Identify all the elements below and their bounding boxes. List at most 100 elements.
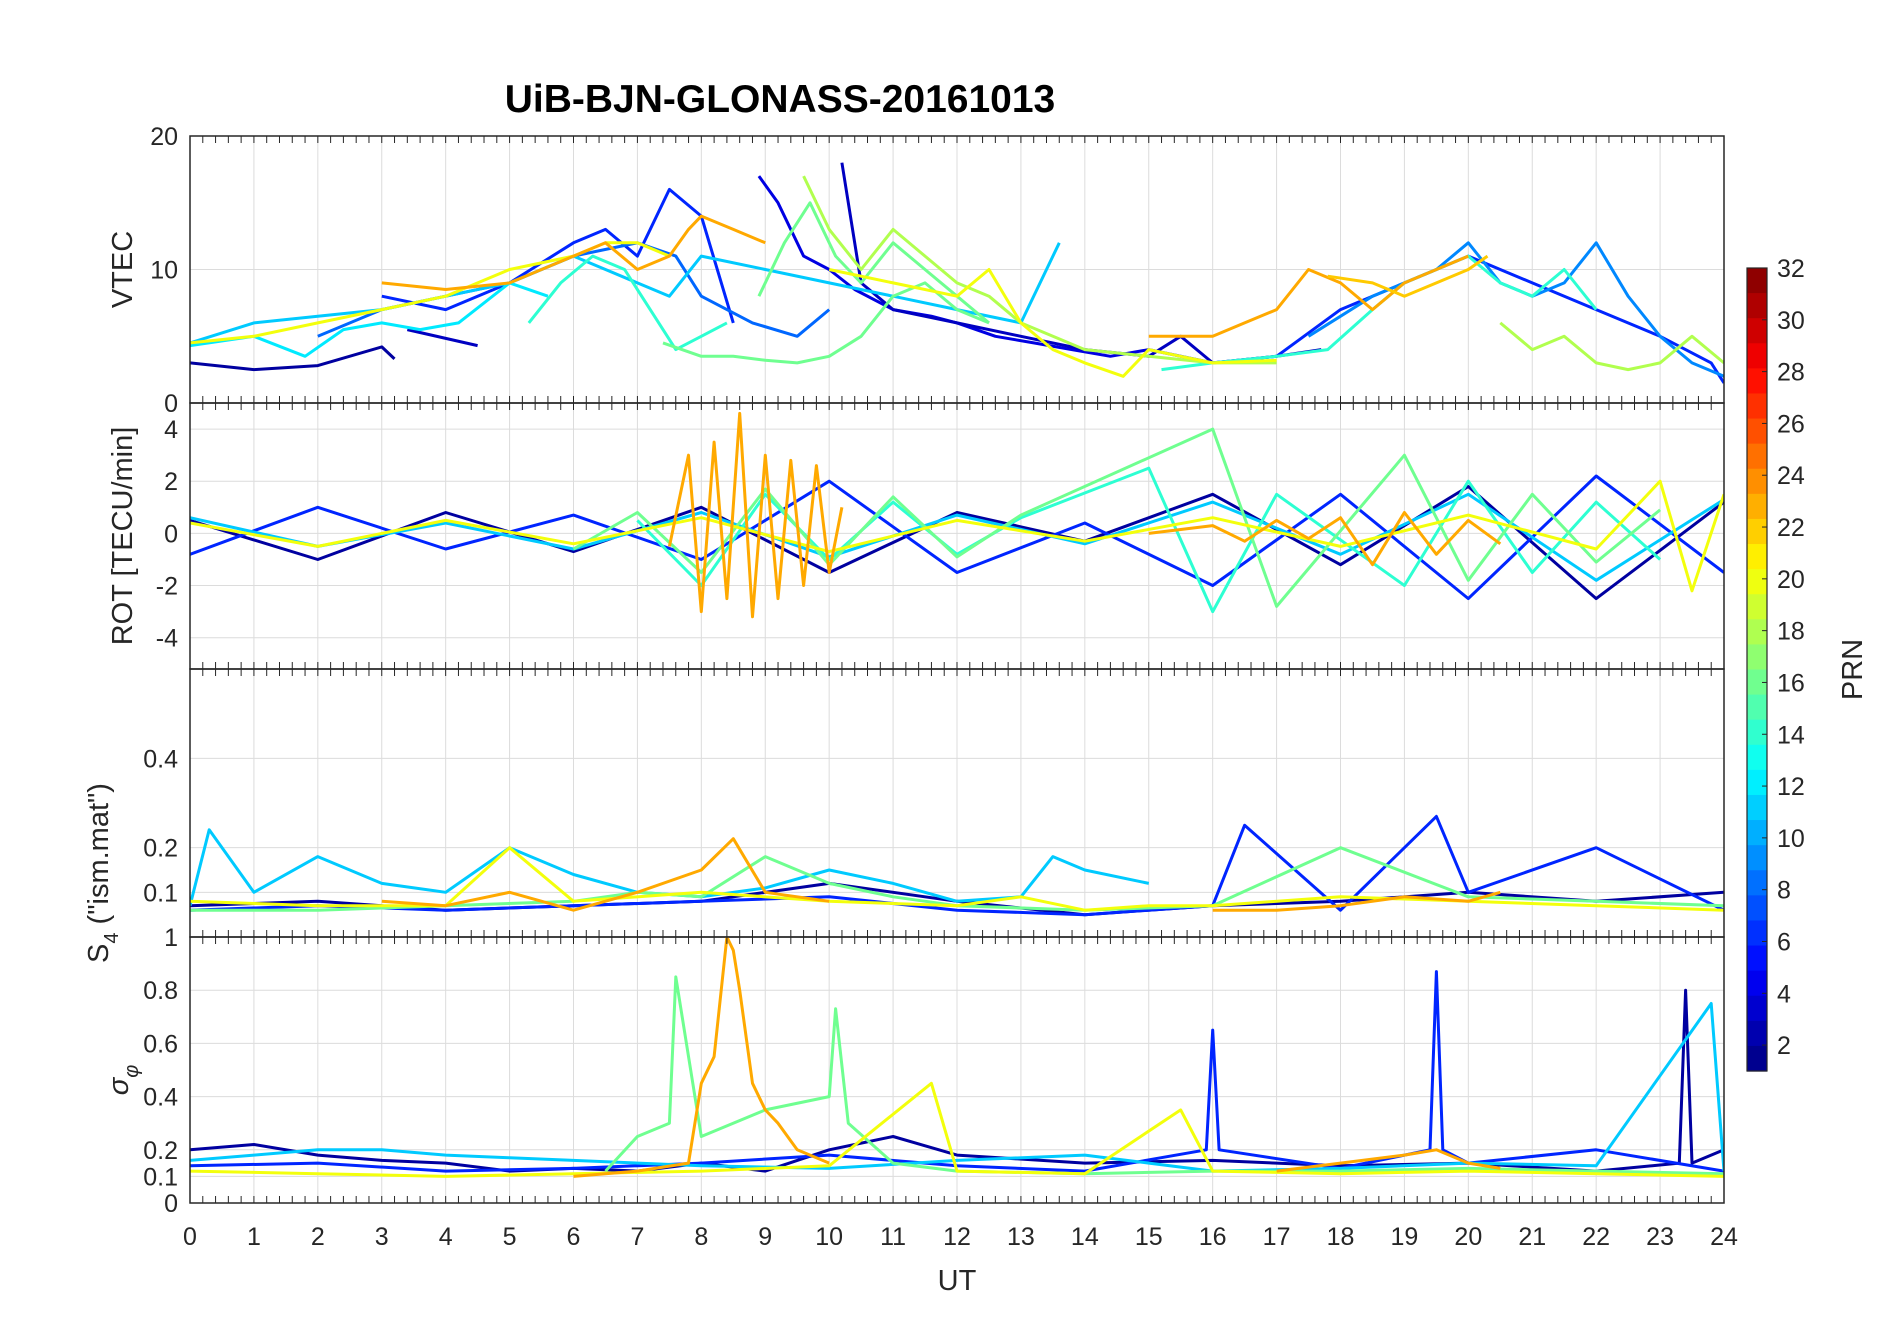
colorbar-tick-label: 14 — [1777, 721, 1805, 749]
prn-20-trace — [828, 268, 1277, 378]
prn-23-trace — [381, 837, 830, 912]
panel-1: 0 10 20 VTEC — [107, 123, 1725, 418]
colorbar-segment — [1747, 493, 1767, 520]
prn-23-trace — [1212, 890, 1501, 912]
colorbar-segment — [1747, 845, 1767, 871]
prn-2-trace — [190, 988, 1724, 1173]
x-tick-label: 17 — [1263, 1223, 1291, 1251]
y-tick-label: 0.4 — [143, 745, 178, 773]
trace-group — [190, 937, 1724, 1178]
x-tick-label: 19 — [1391, 1223, 1419, 1251]
colorbar-segment — [1747, 945, 1767, 972]
colorbar-tick-label: 30 — [1777, 307, 1805, 335]
prn-14-trace — [1161, 254, 1598, 372]
panel-3: 0.1 0.2 0.4 S4 ("ism.mat") — [83, 668, 1725, 963]
prn-18-trace — [1499, 321, 1724, 372]
colorbar-segment — [1747, 995, 1767, 1022]
prn-6-trace — [190, 814, 1724, 917]
y-axis-label-subscript: φ — [121, 1065, 143, 1078]
panel-frame — [189, 936, 1725, 1204]
colorbar-segment — [1747, 343, 1767, 369]
x-tick-label: 6 — [567, 1223, 581, 1251]
y-tick-label: 2 — [164, 468, 178, 496]
x-tick-label: 18 — [1327, 1223, 1355, 1251]
y-tick-label: 0 — [164, 1190, 178, 1218]
y-axis-label: S4 ("ism.mat") — [83, 783, 123, 963]
prn-23-trace — [1148, 254, 1469, 338]
colorbar-segment — [1747, 895, 1767, 922]
colorbar-segment — [1747, 318, 1767, 344]
x-tick-label: 0 — [183, 1223, 197, 1251]
prn-23-trace — [667, 411, 844, 619]
trace-group — [190, 162, 1724, 384]
y-axis-label: ROT [TECU/min] — [107, 427, 139, 646]
panel-2: -4 -2 0 2 4 ROT [TECU/min] — [107, 402, 1725, 670]
colorbar-segment — [1747, 694, 1767, 721]
x-tick-label: 10 — [815, 1223, 843, 1251]
prn-11-trace — [190, 492, 1724, 582]
prn-20-trace — [190, 1081, 1724, 1178]
colorbar-segment — [1747, 920, 1767, 947]
trace-group — [190, 814, 1724, 917]
prn-20-trace — [190, 479, 1724, 593]
prn-20-trace — [190, 241, 670, 345]
panel-4: 00.10.2 0.4 0.6 0.8 1 σφ — [103, 924, 1725, 1218]
colorbar-segment — [1747, 594, 1767, 620]
y-tick-label: 0.1 — [143, 1163, 178, 1191]
x-tick-label: 21 — [1518, 1223, 1546, 1251]
prn-16-trace — [757, 201, 990, 325]
y-tick-label: -4 — [156, 625, 178, 653]
y-tick-label: 0.6 — [143, 1030, 178, 1058]
colorbar-segment — [1747, 870, 1767, 896]
x-tick-label: 9 — [758, 1223, 772, 1251]
colorbar-segment — [1747, 644, 1767, 671]
colorbar-segment — [1747, 368, 1767, 395]
colorbar-tick-label: 6 — [1777, 928, 1791, 956]
y-tick-label: 0.8 — [143, 977, 178, 1005]
x-tick-label: 11 — [880, 1223, 906, 1251]
x-tick-label: 4 — [439, 1223, 453, 1251]
y-axis-label-subscript: 4 — [101, 933, 123, 944]
x-tick-label: 3 — [375, 1223, 389, 1251]
colorbar-label: PRN — [1837, 639, 1869, 700]
prn-22-trace — [1327, 254, 1489, 298]
y-tick-label: 4 — [164, 416, 178, 444]
trace-group — [190, 411, 1724, 619]
prn-2-trace — [190, 345, 396, 372]
x-tick-label: 24 — [1710, 1223, 1738, 1251]
colorbar-tick-label: 28 — [1777, 359, 1805, 387]
y-tick-label: 0 — [164, 520, 178, 548]
colorbar-segment — [1747, 468, 1767, 495]
prn-3-trace — [840, 162, 1322, 365]
colorbar-tick-label: 22 — [1777, 514, 1805, 542]
colorbar-segment — [1747, 619, 1767, 646]
colorbar-tick-label: 20 — [1777, 566, 1805, 594]
prn-6-trace — [381, 187, 735, 324]
prn-2-trace — [190, 485, 1724, 601]
colorbar-segment — [1747, 544, 1767, 570]
prn-6-trace — [190, 970, 1724, 1173]
colorbar-segment — [1747, 518, 1767, 545]
prn-16-trace — [604, 975, 1724, 1176]
prn-6-trace — [190, 474, 1724, 601]
y-tick-label: 20 — [150, 123, 178, 151]
x-tick-label: 15 — [1135, 1223, 1163, 1251]
colorbar-segment — [1747, 769, 1767, 796]
colorbar-tick-label: 24 — [1777, 462, 1805, 490]
colorbar-segment — [1747, 268, 1767, 294]
x-tick-label: 16 — [1199, 1223, 1227, 1251]
y-tick-label: 10 — [150, 257, 178, 285]
colorbar-segment — [1747, 669, 1767, 696]
x-tick-label: 12 — [943, 1223, 971, 1251]
colorbar-segment — [1747, 418, 1767, 445]
x-tick-label: 20 — [1454, 1223, 1482, 1251]
chart-title: UiB-BJN-GLONASS-20161013 — [505, 78, 1056, 121]
colorbar-tick-label: 18 — [1777, 618, 1805, 646]
colorbar-segment — [1747, 820, 1767, 846]
y-axis-label: σφ — [103, 1065, 143, 1096]
x-tick-label: 2 — [311, 1223, 325, 1251]
colorbar-tick-label: 26 — [1777, 410, 1805, 438]
y-tick-label: 0.2 — [143, 1137, 178, 1165]
x-tick-label: 1 — [247, 1223, 261, 1251]
